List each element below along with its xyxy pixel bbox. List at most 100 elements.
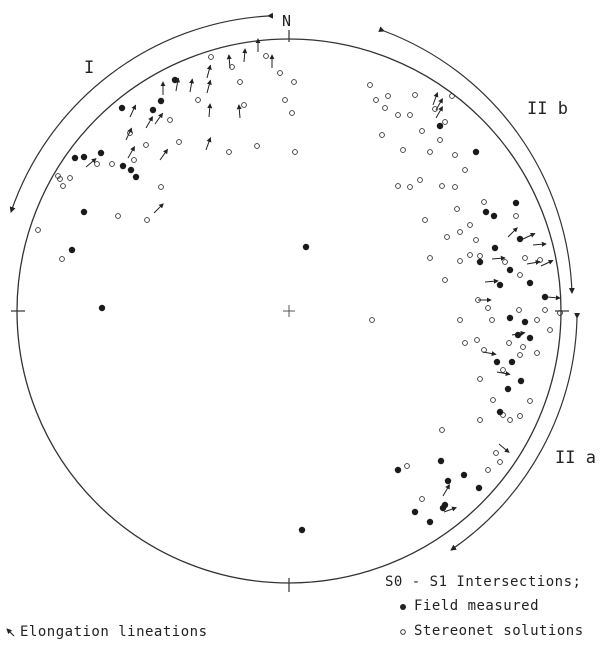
lineation-arrow-icon xyxy=(6,628,15,637)
elongation-lineation-arrow xyxy=(206,79,212,94)
elongation-lineation-arrow xyxy=(129,104,137,118)
stereonet-solution-point xyxy=(385,93,391,99)
elongation-lineation-arrow xyxy=(189,78,195,93)
stereonet-solution-point xyxy=(534,350,540,356)
field-measured-points xyxy=(68,76,549,534)
field-measured-point xyxy=(132,173,140,181)
stereonet-solution-point xyxy=(557,310,563,316)
field-measured-point xyxy=(514,331,522,339)
elongation-lineation-arrow xyxy=(532,241,547,247)
stereonet-solution-point xyxy=(462,167,468,173)
field-measured-point xyxy=(506,266,514,274)
north-label: N xyxy=(282,12,292,30)
elongation-lineation-arrow xyxy=(159,148,168,161)
stereonet-solution-point xyxy=(422,217,428,223)
stereonet-solution-point xyxy=(407,184,413,190)
domain-iib-arc xyxy=(378,26,575,294)
stereonet-solution-point xyxy=(400,147,406,153)
stereonet-solution-point xyxy=(457,317,463,323)
field-measured-point xyxy=(298,526,306,534)
field-measured-point xyxy=(517,377,525,385)
field-measured-point xyxy=(493,358,501,366)
field-measured-point xyxy=(541,293,549,301)
elongation-lineation-arrow xyxy=(526,259,541,265)
field-measured-point xyxy=(97,149,105,157)
stereonet-solution-point xyxy=(502,259,508,265)
stereonet-solution-point xyxy=(109,161,115,167)
stereonet-solution-point xyxy=(517,352,523,358)
stereonet-solution-point xyxy=(291,79,297,85)
stereonet-solution-point xyxy=(289,110,295,116)
stereonet-solution-point xyxy=(490,397,496,403)
stereonet-solution-point xyxy=(467,252,473,258)
stereonet-solution-point xyxy=(500,367,506,373)
elongation-lineation-arrow xyxy=(498,443,510,453)
stereonet-solution-point xyxy=(158,184,164,190)
stereonet-solution-point xyxy=(452,152,458,158)
stereonet-solution-point xyxy=(115,213,121,219)
field-measured-point xyxy=(302,243,310,251)
elongation-lineation-arrow xyxy=(206,64,212,79)
stereonet-solution-point xyxy=(442,277,448,283)
elongation-lineation-arrow xyxy=(242,48,248,63)
elongation-lineation-arrow xyxy=(127,145,135,159)
field-measured-point xyxy=(436,122,444,130)
field-measured-point xyxy=(476,258,484,266)
elongation-lineation-arrow xyxy=(435,105,443,119)
elongation-lineation-arrow xyxy=(154,112,163,125)
stereonet-solution-point xyxy=(467,222,473,228)
field-measured-point xyxy=(508,358,516,366)
stereonet-solution-point xyxy=(167,117,173,123)
field-measured-point xyxy=(426,518,434,526)
field-measured-point xyxy=(127,166,135,174)
stereonet-solution-point xyxy=(131,157,137,163)
stereonet-solution-point xyxy=(226,149,232,155)
legend-elongation: Elongation lineations xyxy=(20,624,208,640)
field-measured-point xyxy=(80,208,88,216)
field-measured-point xyxy=(482,208,490,216)
stereonet-solution-point xyxy=(369,317,375,323)
stereonet-solution-point xyxy=(254,143,260,149)
elongation-lineation-arrow xyxy=(482,351,497,357)
domain-i-arc xyxy=(9,12,274,213)
stereonet-solution-point xyxy=(60,183,66,189)
field-measured-point xyxy=(411,508,419,516)
stereonet-solution-point xyxy=(67,175,73,181)
field-measured-point xyxy=(444,477,452,485)
elongation-lineation-arrow xyxy=(443,506,457,513)
elongation-lineation-arrow xyxy=(484,278,499,284)
field-measured-point xyxy=(512,199,520,207)
field-measured-point xyxy=(439,504,447,512)
stereonet-solution-point xyxy=(382,105,388,111)
stereonet-solution-point xyxy=(489,317,495,323)
stereonet-solution-point xyxy=(481,199,487,205)
stereonet-solution-point xyxy=(208,54,214,60)
elongation-lineation-arrow xyxy=(511,330,526,336)
stereonet-solution-point xyxy=(404,463,410,469)
field-measured-point xyxy=(437,457,445,465)
stereonet-solution-point xyxy=(462,340,468,346)
open-circle-icon xyxy=(400,629,406,635)
field-measured-point xyxy=(157,97,165,105)
field-measured-point xyxy=(526,334,534,342)
elongation-lineation-arrow xyxy=(207,103,213,118)
stereonet-solution-point xyxy=(485,467,491,473)
elongation-lineation-arrow xyxy=(442,483,450,497)
field-measured-point xyxy=(149,106,157,114)
elongation-lineation-arrow xyxy=(507,227,518,238)
field-measured-point xyxy=(68,246,76,254)
stereonet-solution-point xyxy=(442,119,448,125)
stereonet-solution-point xyxy=(497,459,503,465)
stereonet-solution-point xyxy=(542,307,548,313)
field-measured-point xyxy=(526,279,534,287)
field-measured-point xyxy=(118,104,126,112)
stereonet-solution-point xyxy=(520,344,526,350)
stereonet-solution-point xyxy=(367,82,373,88)
stereonet-solution-point xyxy=(527,398,533,404)
stereonet-solution-point xyxy=(513,213,519,219)
stereonet-solution-point xyxy=(507,417,513,423)
stereonet-solution-point xyxy=(427,255,433,261)
elongation-lineation-arrow xyxy=(435,97,443,111)
elongation-lineation-arrow xyxy=(496,371,511,377)
filled-dot-icon xyxy=(400,604,406,610)
